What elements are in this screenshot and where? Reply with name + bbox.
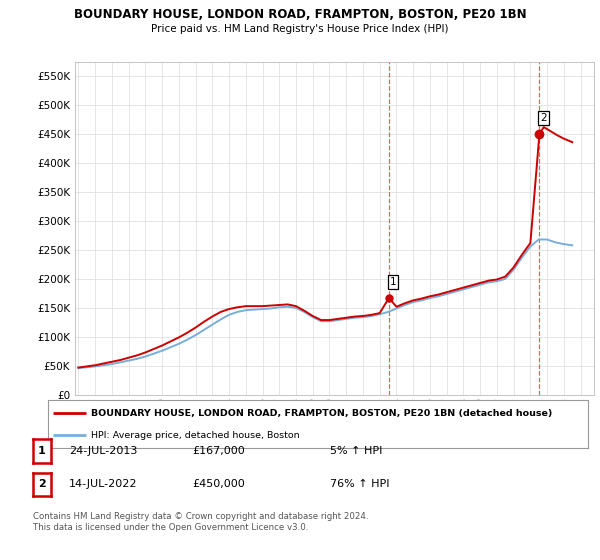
Text: 2: 2 xyxy=(38,479,46,489)
Text: 5% ↑ HPI: 5% ↑ HPI xyxy=(330,446,382,456)
Text: 2: 2 xyxy=(540,113,547,123)
Text: Price paid vs. HM Land Registry's House Price Index (HPI): Price paid vs. HM Land Registry's House … xyxy=(151,24,449,34)
Text: 14-JUL-2022: 14-JUL-2022 xyxy=(69,479,137,489)
Text: Contains HM Land Registry data © Crown copyright and database right 2024.
This d: Contains HM Land Registry data © Crown c… xyxy=(33,512,368,532)
Text: BOUNDARY HOUSE, LONDON ROAD, FRAMPTON, BOSTON, PE20 1BN (detached house): BOUNDARY HOUSE, LONDON ROAD, FRAMPTON, B… xyxy=(91,409,553,418)
Text: HPI: Average price, detached house, Boston: HPI: Average price, detached house, Bost… xyxy=(91,431,300,440)
Text: 76% ↑ HPI: 76% ↑ HPI xyxy=(330,479,389,489)
Text: BOUNDARY HOUSE, LONDON ROAD, FRAMPTON, BOSTON, PE20 1BN: BOUNDARY HOUSE, LONDON ROAD, FRAMPTON, B… xyxy=(74,8,526,21)
Text: 24-JUL-2013: 24-JUL-2013 xyxy=(69,446,137,456)
Text: £167,000: £167,000 xyxy=(192,446,245,456)
Text: £450,000: £450,000 xyxy=(192,479,245,489)
Text: 1: 1 xyxy=(390,277,397,287)
Text: 1: 1 xyxy=(38,446,46,456)
